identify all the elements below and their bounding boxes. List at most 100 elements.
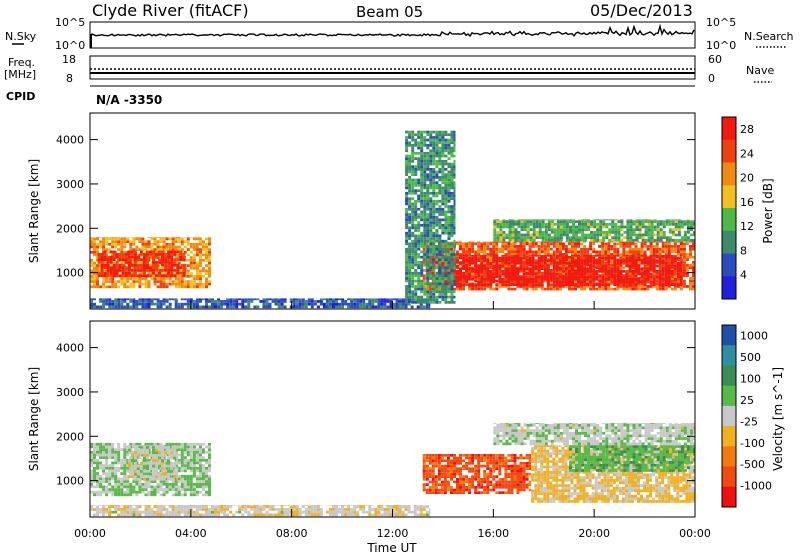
heatmap-cell — [637, 247, 641, 251]
heatmap-cell — [158, 261, 162, 264]
heatmap-cell — [501, 262, 505, 265]
heatmap-cell — [109, 269, 113, 272]
heatmap-cell — [108, 488, 112, 491]
heatmap-cell — [671, 223, 675, 226]
heatmap-cell — [438, 184, 442, 187]
heatmap-cell — [147, 237, 151, 238]
heatmap-cell — [456, 278, 459, 281]
heatmap-cell — [441, 285, 445, 288]
heatmap-cell — [408, 245, 412, 248]
heatmap-cell — [192, 280, 196, 283]
heatmap-cell — [423, 239, 427, 243]
heatmap-cell — [555, 245, 559, 248]
heatmap-cell — [474, 285, 478, 288]
heatmap-cell — [583, 255, 587, 259]
heatmap-cell — [408, 144, 412, 147]
heatmap-cell — [414, 133, 418, 137]
heatmap-cell — [593, 220, 597, 223]
heatmap-cell — [649, 285, 653, 288]
heatmap-cell — [643, 266, 647, 270]
heatmap-cell — [429, 152, 433, 155]
heatmap-cell — [435, 261, 439, 264]
heatmap-cell — [553, 238, 557, 242]
heatmap-cell — [124, 253, 128, 256]
heatmap-cell — [453, 223, 456, 227]
heatmap-cell — [646, 278, 650, 281]
heatmap-cell — [450, 176, 454, 179]
heatmap-cell — [90, 302, 93, 306]
heatmap-cell — [198, 305, 202, 309]
heatmap-cell — [498, 247, 502, 251]
heatmap-cell — [411, 221, 415, 224]
heatmap-cell — [171, 237, 175, 241]
heatmap-cell — [561, 270, 565, 273]
heatmap-cell — [283, 300, 287, 303]
heatmap-cell — [661, 264, 665, 268]
heatmap-cell — [186, 298, 190, 301]
heatmap-cell — [501, 266, 505, 270]
heatmap-cell — [438, 237, 442, 240]
heatmap-cell — [173, 274, 177, 278]
heatmap-cell — [619, 245, 623, 248]
heatmap-cell — [673, 242, 677, 246]
heatmap-cell — [205, 258, 208, 262]
heatmap-cell — [135, 277, 139, 281]
heatmap-cell — [186, 274, 190, 278]
heatmap-cell — [438, 282, 442, 286]
heatmap-cell — [438, 226, 442, 230]
heatmap-cell — [423, 152, 427, 155]
heatmap-cell — [96, 450, 99, 454]
heatmap-cell — [453, 275, 456, 278]
heatmap-cell — [147, 272, 151, 275]
heatmap-cell — [565, 233, 569, 237]
heatmap-cell — [441, 231, 445, 235]
heatmap-cell — [572, 231, 575, 234]
heatmap-cell — [577, 242, 580, 246]
heatmap-cell — [610, 261, 614, 264]
heatmap-cell — [614, 233, 618, 237]
heatmap-cell — [540, 267, 544, 270]
heatmap-cell — [408, 168, 412, 171]
heatmap-cell — [670, 287, 674, 291]
heatmap-cell — [171, 240, 175, 243]
heatmap-cell — [108, 456, 112, 459]
heatmap-cell — [604, 256, 608, 260]
heatmap-cell — [438, 133, 442, 137]
heatmap-cell — [108, 302, 112, 306]
heatmap-cell — [429, 199, 433, 203]
heatmap-cell — [138, 240, 142, 243]
heatmap-cell — [480, 259, 484, 262]
heatmap-cell — [129, 248, 133, 251]
heatmap-cell — [417, 136, 421, 139]
heatmap-cell — [693, 231, 695, 234]
heatmap-cell — [422, 247, 426, 251]
heatmap-cell — [658, 262, 662, 265]
heatmap-cell — [453, 218, 456, 222]
heatmap-cell — [453, 242, 456, 246]
heatmap-cell — [217, 298, 221, 301]
heatmap-cell — [115, 255, 119, 259]
heatmap-cell — [652, 264, 656, 268]
heatmap-cell — [450, 298, 454, 302]
heatmap-cell — [420, 231, 424, 235]
heatmap-cell — [631, 280, 635, 284]
heatmap-cell — [468, 287, 472, 291]
heatmap-cell — [195, 237, 199, 238]
heatmap-cell — [420, 279, 424, 283]
heatmap-cell — [441, 162, 445, 166]
heatmap-cell — [676, 272, 680, 276]
heatmap-cell — [411, 152, 415, 155]
heatmap-cell — [580, 242, 584, 246]
heatmap-cell — [538, 228, 542, 231]
heatmap-cell — [93, 448, 96, 451]
heatmap-cell — [598, 285, 602, 288]
heatmap-cell — [522, 253, 526, 256]
heatmap-cell — [195, 302, 199, 306]
heatmap-cell — [546, 275, 550, 278]
heatmap-cell — [423, 157, 427, 160]
heatmap-cell — [483, 256, 487, 260]
heatmap-cell — [380, 302, 384, 306]
heatmap-cell — [420, 269, 424, 272]
heatmap-cell — [635, 223, 639, 226]
heatmap-cell — [453, 253, 456, 256]
